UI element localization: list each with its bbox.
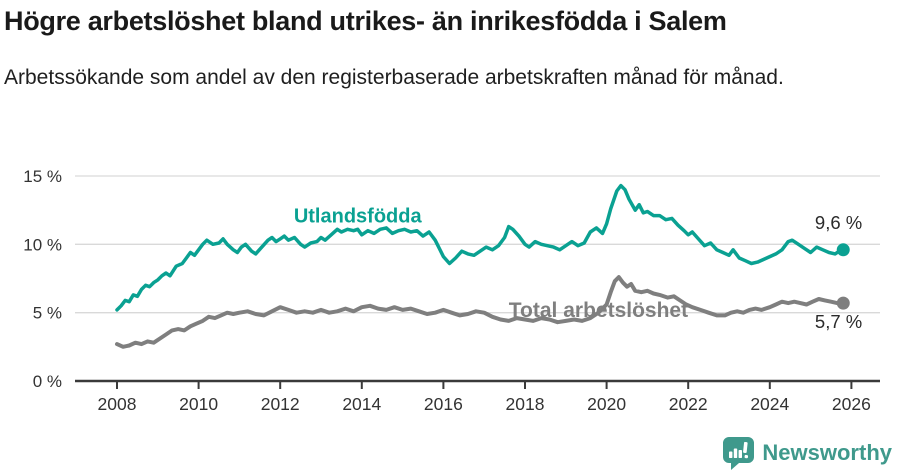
unemployment-line-chart: 0 % 5 % 10 % 15 % 2008 2010 2012 2014 2016 2018 20… <box>23 167 880 414</box>
x-axis-tick-label: 2022 <box>669 394 708 414</box>
newsworthy-logo-text: Newsworthy <box>762 440 892 465</box>
x-axis-tick-label: 2018 <box>506 394 545 414</box>
x-axis-tick-label: 2016 <box>424 394 463 414</box>
page-subtitle: Arbetssökande som andel av den registerb… <box>4 66 784 89</box>
x-axis-tick-label: 2010 <box>179 394 218 414</box>
x-axis-tick-label: 2024 <box>750 394 789 414</box>
newsworthy-logo[interactable]: Newsworthy <box>722 435 892 471</box>
series-line-total-arbetsloshet <box>115 275 846 349</box>
y-axis-tick-label: 0 % <box>33 372 62 391</box>
y-axis-tick-label: 5 % <box>33 304 62 323</box>
x-axis-tick-label: 2026 <box>832 394 871 414</box>
series-end-dot-utlandsfodda <box>836 243 850 257</box>
y-axis-tick-label: 15 % <box>23 167 62 186</box>
x-axis-tick-label: 2020 <box>587 394 626 414</box>
page-title: Högre arbetslöshet bland utrikes- än inr… <box>4 6 727 36</box>
x-axis-tick-label: 2008 <box>98 394 137 414</box>
series-label-utlandsfodda: Utlandsfödda <box>294 205 423 227</box>
series-label-total-arbetsloshet: Total arbetslöshet <box>509 299 688 322</box>
series-end-value-utlandsfodda: 9,6 % <box>815 212 862 233</box>
x-axis-tick-label: 2012 <box>261 394 300 414</box>
series-line-utlandsfodda <box>115 183 845 312</box>
x-axis-tick-label: 2014 <box>342 394 381 414</box>
series-end-dot-total-arbetsloshet <box>836 296 850 310</box>
newsworthy-logo-icon <box>723 437 755 470</box>
y-axis-tick-label: 10 % <box>23 235 62 254</box>
series-end-value-total-arbetsloshet: 5,7 % <box>815 311 862 332</box>
